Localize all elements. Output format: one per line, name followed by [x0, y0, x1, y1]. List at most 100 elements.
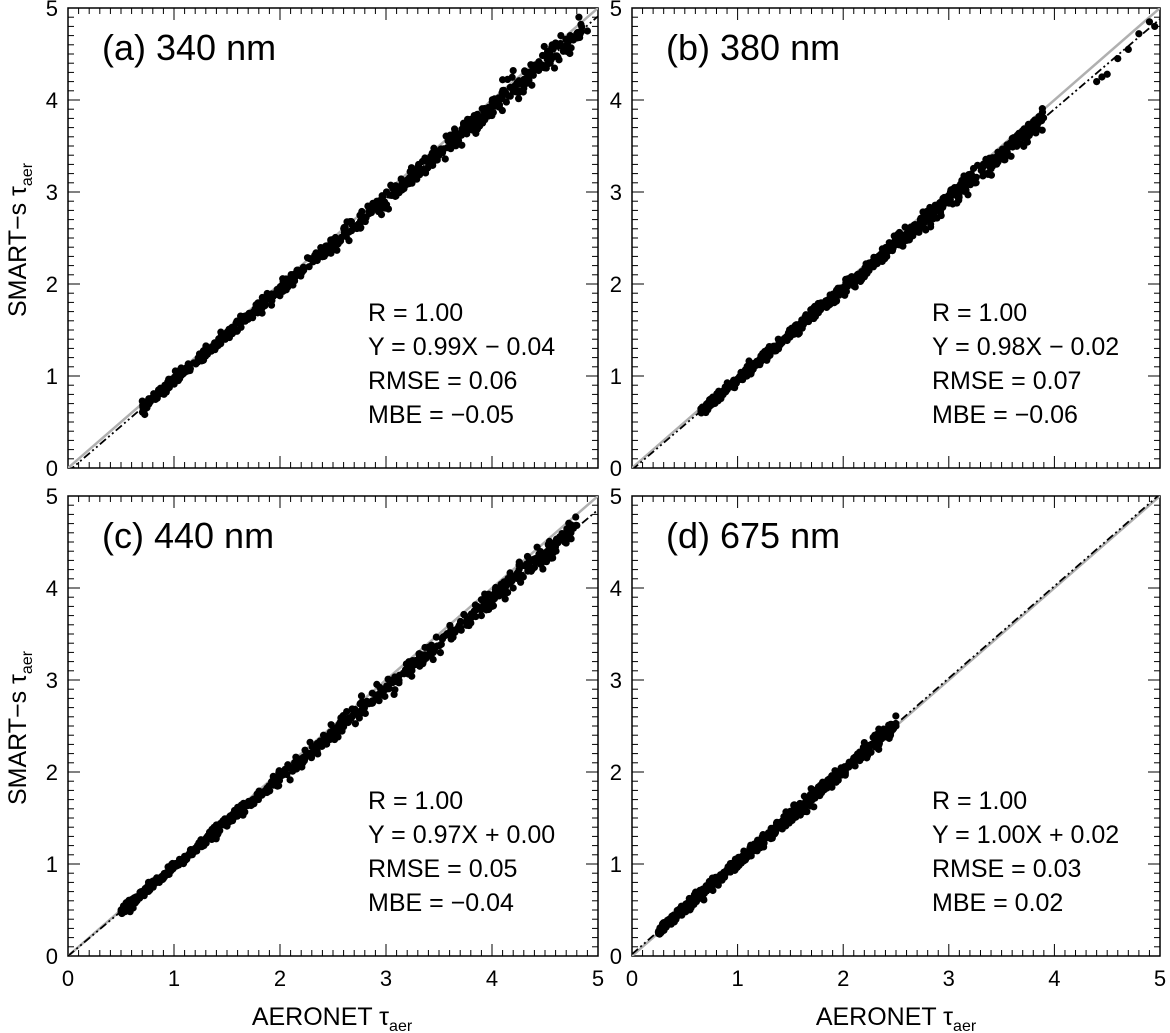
y-axis-title-bottom-main: SMART−s τ — [4, 674, 32, 805]
panel-b-stat-line: MBE = −0.06 — [932, 401, 1078, 429]
data-point — [446, 131, 454, 139]
data-point — [515, 95, 523, 103]
data-point — [552, 538, 560, 546]
data-point — [1009, 134, 1018, 142]
data-point — [583, 27, 592, 35]
panel-b-fit-line — [632, 18, 1160, 468]
panel-d-fit-line — [632, 496, 1160, 955]
data-point — [564, 35, 572, 43]
data-point — [209, 828, 217, 836]
data-point — [306, 255, 314, 263]
panel-c-y-tick-label: 5 — [46, 484, 58, 509]
data-point — [525, 557, 534, 565]
data-point — [508, 73, 516, 81]
data-point — [392, 192, 400, 200]
data-point — [418, 157, 427, 166]
panel-c-plot-area — [68, 496, 598, 956]
panel-d-y-tick-label: 3 — [610, 668, 622, 693]
data-point — [495, 101, 504, 109]
data-point — [706, 396, 714, 404]
data-point — [543, 547, 551, 556]
panel-a-stat-line: RMSE = 0.06 — [368, 367, 517, 395]
data-point — [259, 790, 267, 798]
panel-c-label: (c) 440 nm — [102, 515, 274, 556]
x-axis-title-right-sub: aer — [953, 1018, 977, 1033]
panel-a-label: (a) 340 nm — [102, 27, 276, 68]
data-point — [379, 192, 387, 201]
panel-a-y-tick-label: 2 — [46, 272, 58, 297]
data-point — [552, 39, 560, 47]
data-point — [319, 251, 328, 260]
data-point — [286, 776, 294, 784]
data-point — [1002, 152, 1011, 160]
data-point — [412, 656, 420, 665]
panel-d-x-tick-label: 5 — [1154, 966, 1166, 991]
data-point — [911, 221, 919, 230]
data-point — [557, 31, 565, 40]
panel-d-label: (d) 675 nm — [666, 515, 840, 556]
data-point — [864, 267, 873, 275]
panel-c-points — [117, 513, 581, 918]
data-point — [515, 561, 523, 569]
data-point — [199, 356, 207, 365]
panel-b-y-tick-label: 5 — [610, 0, 622, 21]
data-point — [1093, 78, 1101, 86]
data-point — [397, 175, 405, 183]
data-point — [979, 160, 987, 168]
data-point — [477, 114, 485, 122]
data-point — [567, 44, 575, 52]
data-point — [767, 830, 776, 838]
data-point — [160, 390, 168, 398]
data-point — [368, 689, 376, 697]
x-axis-title-left-main: AERONET τ — [252, 1003, 389, 1031]
data-point — [803, 808, 811, 816]
data-point — [500, 578, 508, 587]
data-point — [713, 390, 721, 398]
x-axis-title-right-main: AERONET τ — [816, 1003, 953, 1031]
data-point — [797, 320, 805, 329]
data-point — [351, 720, 360, 728]
data-point — [552, 547, 560, 555]
data-point — [341, 223, 349, 231]
data-point — [536, 547, 545, 556]
panel-c-x-tick-label: 5 — [592, 966, 604, 991]
panel-d-x-tick-label: 2 — [837, 966, 849, 991]
data-point — [384, 675, 392, 683]
data-point — [885, 734, 893, 742]
data-point — [236, 803, 244, 811]
data-point — [969, 164, 978, 173]
data-point — [449, 633, 457, 641]
data-point — [753, 361, 761, 369]
y-axis-title-top: SMART−s τaer — [4, 162, 36, 317]
panel-b-plot-area — [632, 8, 1160, 468]
panel-c-stat-line: R = 1.00 — [368, 787, 463, 815]
data-point — [699, 895, 708, 903]
panel-a-y-tick-label: 4 — [46, 88, 58, 113]
panel-d-y-tick-label: 4 — [610, 576, 622, 601]
data-point — [922, 226, 930, 234]
panel-d-x-tick-label: 4 — [1048, 966, 1060, 991]
data-point — [984, 170, 992, 178]
data-point — [1022, 126, 1031, 134]
data-point — [525, 562, 534, 571]
panel-d-y-tick-label: 5 — [610, 484, 622, 509]
data-point — [369, 698, 377, 707]
data-point — [840, 283, 848, 291]
data-point — [499, 76, 507, 84]
data-point — [994, 148, 1002, 156]
data-point — [358, 698, 366, 706]
data-point — [892, 712, 900, 720]
data-point — [927, 208, 935, 217]
data-point — [573, 521, 581, 530]
data-point — [297, 269, 305, 277]
data-point — [128, 896, 136, 904]
panel-b-y-tick-label: 1 — [610, 364, 622, 389]
data-point — [576, 33, 584, 42]
data-point — [759, 350, 767, 358]
data-point — [436, 649, 445, 657]
data-point — [323, 740, 331, 748]
panel-c-x-tick-label: 3 — [380, 966, 392, 991]
panel-c-stat-line: Y = 0.97X + 0.00 — [368, 821, 555, 849]
data-point — [749, 845, 757, 853]
